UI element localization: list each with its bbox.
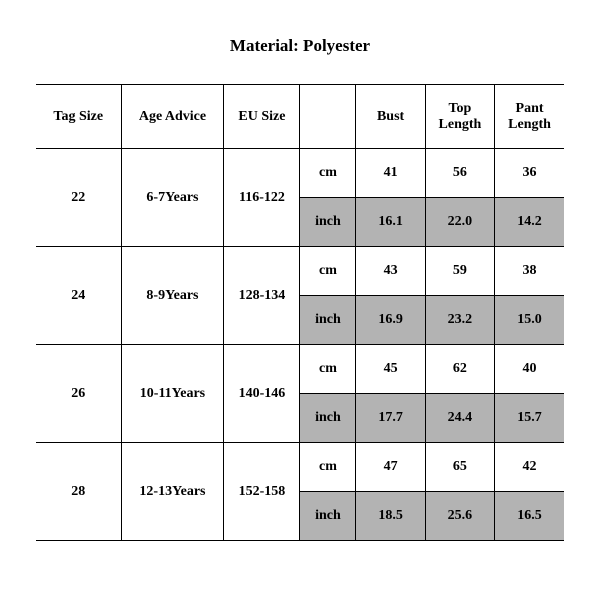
cell-pant-cm: 40 <box>495 345 564 394</box>
cell-top-inch: 24.4 <box>425 394 494 443</box>
cell-tag: 22 <box>36 149 121 247</box>
cell-tag: 28 <box>36 443 121 541</box>
cell-pant-cm: 42 <box>495 443 564 492</box>
cell-unit-inch: inch <box>300 198 356 247</box>
cell-unit-inch: inch <box>300 394 356 443</box>
col-age-advice: Age Advice <box>121 85 224 149</box>
cell-pant-cm: 36 <box>495 149 564 198</box>
cell-pant-inch: 15.0 <box>495 296 564 345</box>
cell-pant-inch: 16.5 <box>495 492 564 541</box>
cell-pant-cm: 38 <box>495 247 564 296</box>
cell-pant-inch: 14.2 <box>495 198 564 247</box>
cell-age: 8-9Years <box>121 247 224 345</box>
col-tag-size: Tag Size <box>36 85 121 149</box>
size-table: Tag Size Age Advice EU Size Bust Top Len… <box>36 84 564 541</box>
cell-eu: 152-158 <box>224 443 300 541</box>
cell-unit-cm: cm <box>300 443 356 492</box>
cell-bust-cm: 45 <box>356 345 425 394</box>
cell-top-inch: 23.2 <box>425 296 494 345</box>
cell-bust-cm: 41 <box>356 149 425 198</box>
cell-age: 12-13Years <box>121 443 224 541</box>
cell-top-cm: 59 <box>425 247 494 296</box>
cell-bust-cm: 43 <box>356 247 425 296</box>
cell-unit-cm: cm <box>300 247 356 296</box>
cell-bust-inch: 16.9 <box>356 296 425 345</box>
cell-top-inch: 25.6 <box>425 492 494 541</box>
table-row: 26 10-11Years 140-146 cm 45 62 40 <box>36 345 564 394</box>
cell-bust-inch: 18.5 <box>356 492 425 541</box>
cell-bust-inch: 16.1 <box>356 198 425 247</box>
table-row: 24 8-9Years 128-134 cm 43 59 38 <box>36 247 564 296</box>
cell-eu: 128-134 <box>224 247 300 345</box>
cell-eu: 140-146 <box>224 345 300 443</box>
header-row: Tag Size Age Advice EU Size Bust Top Len… <box>36 85 564 149</box>
table-row: 28 12-13Years 152-158 cm 47 65 42 <box>36 443 564 492</box>
cell-eu: 116-122 <box>224 149 300 247</box>
cell-age: 6-7Years <box>121 149 224 247</box>
cell-top-cm: 62 <box>425 345 494 394</box>
table-row: 22 6-7Years 116-122 cm 41 56 36 <box>36 149 564 198</box>
page-title: Material: Polyester <box>0 0 600 84</box>
cell-tag: 26 <box>36 345 121 443</box>
cell-top-inch: 22.0 <box>425 198 494 247</box>
cell-unit-inch: inch <box>300 296 356 345</box>
cell-age: 10-11Years <box>121 345 224 443</box>
col-bust: Bust <box>356 85 425 149</box>
cell-tag: 24 <box>36 247 121 345</box>
cell-top-cm: 56 <box>425 149 494 198</box>
cell-bust-cm: 47 <box>356 443 425 492</box>
cell-unit-cm: cm <box>300 149 356 198</box>
col-top-length: Top Length <box>425 85 494 149</box>
col-pant-length: Pant Length <box>495 85 564 149</box>
size-table-wrap: Tag Size Age Advice EU Size Bust Top Len… <box>0 84 600 541</box>
cell-unit-inch: inch <box>300 492 356 541</box>
col-unit <box>300 85 356 149</box>
cell-unit-cm: cm <box>300 345 356 394</box>
col-eu-size: EU Size <box>224 85 300 149</box>
cell-top-cm: 65 <box>425 443 494 492</box>
cell-bust-inch: 17.7 <box>356 394 425 443</box>
cell-pant-inch: 15.7 <box>495 394 564 443</box>
